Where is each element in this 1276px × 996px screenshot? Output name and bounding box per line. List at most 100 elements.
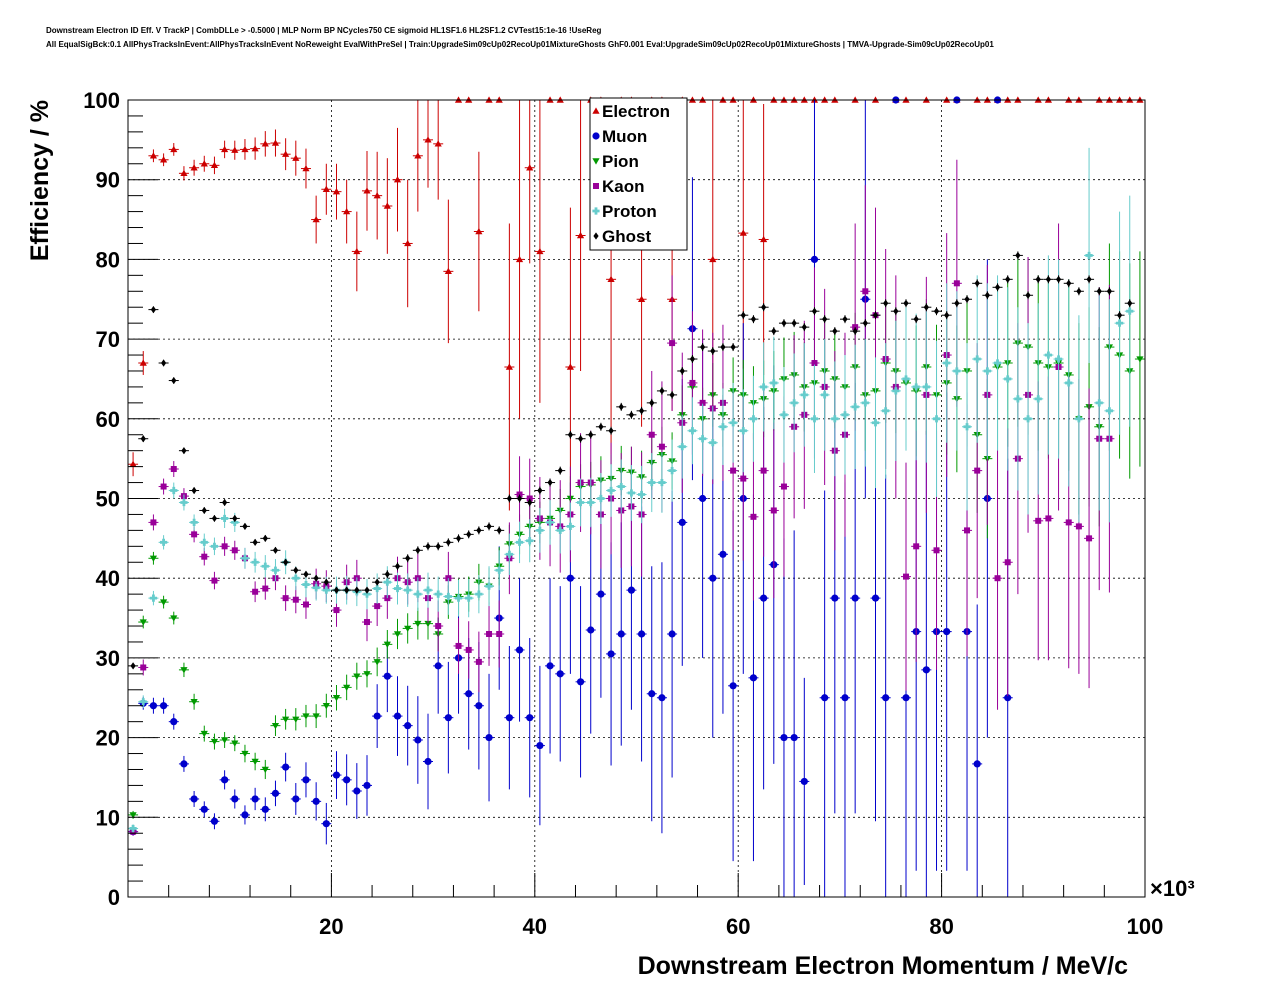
ghost-marker xyxy=(700,343,706,351)
kaon-marker xyxy=(150,519,157,526)
muon-point xyxy=(199,801,210,818)
ghost-point xyxy=(128,662,139,670)
proton-marker xyxy=(271,566,280,574)
muon-marker xyxy=(973,760,981,768)
ghost-marker xyxy=(313,574,319,582)
kaon-marker xyxy=(435,623,442,630)
kaon-marker xyxy=(231,547,238,554)
ghost-marker xyxy=(781,319,787,327)
ghost-point xyxy=(748,315,759,324)
muon-point xyxy=(341,754,352,806)
electron-point xyxy=(300,148,311,189)
proton-point xyxy=(219,508,230,528)
muon-point xyxy=(545,578,556,754)
electron-marker xyxy=(576,231,585,239)
electron-point xyxy=(250,137,261,160)
ghost-point xyxy=(1073,287,1084,296)
muon-marker xyxy=(302,776,310,784)
electron-marker xyxy=(322,185,330,192)
ghost-point xyxy=(260,534,271,542)
ghost-marker xyxy=(232,514,238,523)
kaon-marker xyxy=(374,603,381,610)
proton-point xyxy=(717,388,728,466)
legend-label-electron: Electron xyxy=(602,102,670,121)
electron-point xyxy=(534,100,545,403)
electron-marker xyxy=(709,255,717,263)
muon-marker xyxy=(922,666,930,674)
proton-marker xyxy=(678,443,686,451)
ghost-point xyxy=(1063,279,1074,288)
muon-point xyxy=(178,755,189,772)
pion-point xyxy=(300,704,311,728)
ghost-point xyxy=(209,514,220,523)
proton-marker xyxy=(393,584,402,593)
ghost-marker xyxy=(222,498,228,507)
muon-marker xyxy=(780,734,788,742)
pion-point xyxy=(168,611,179,625)
ghost-marker xyxy=(333,586,340,594)
ghost-point xyxy=(901,299,912,308)
muon-point xyxy=(789,530,800,897)
proton-marker xyxy=(454,594,463,602)
ghost-point xyxy=(778,319,789,328)
proton-point xyxy=(158,535,169,550)
proton-marker xyxy=(922,383,930,391)
pion-marker xyxy=(159,599,168,606)
muon-marker xyxy=(821,694,829,702)
pion-point xyxy=(138,615,149,629)
electron-marker xyxy=(180,169,188,177)
proton-point xyxy=(870,357,881,489)
kaon-marker xyxy=(658,443,665,450)
legend-marker-muon xyxy=(592,132,600,140)
electron-point xyxy=(341,179,352,244)
pion-marker xyxy=(210,738,219,746)
ghost-point xyxy=(789,319,800,328)
ghost-marker xyxy=(1055,275,1062,283)
proton-marker xyxy=(1105,407,1114,415)
electron-marker xyxy=(739,229,747,236)
proton-marker xyxy=(892,387,900,395)
proton-marker xyxy=(251,558,259,566)
ghost-marker xyxy=(303,570,309,578)
ghost-marker xyxy=(913,315,919,323)
pion-marker xyxy=(414,620,422,628)
pion-marker xyxy=(312,713,320,720)
electron-point xyxy=(402,179,413,308)
pion-point xyxy=(280,708,291,730)
muon-marker xyxy=(312,797,320,805)
muon-point xyxy=(728,510,739,862)
pion-marker xyxy=(424,620,432,628)
ghost-point xyxy=(860,319,871,328)
proton-point xyxy=(555,507,566,554)
pion-point xyxy=(351,662,362,690)
pion-point xyxy=(1134,251,1145,467)
electron-point xyxy=(351,211,362,292)
proton-point xyxy=(189,514,200,531)
proton-point xyxy=(392,572,403,605)
electron-point xyxy=(178,166,189,181)
proton-point xyxy=(1012,307,1023,491)
proton-marker xyxy=(475,590,483,598)
muon-point xyxy=(361,755,372,816)
proton-marker xyxy=(515,538,524,546)
muon-point xyxy=(260,797,271,822)
ghost-point xyxy=(1053,275,1064,284)
muon-point xyxy=(229,789,240,809)
muon-marker xyxy=(221,776,229,784)
muon-marker xyxy=(343,776,351,784)
muon-marker xyxy=(515,646,524,654)
legend-marker-electron xyxy=(592,107,600,114)
muon-marker xyxy=(760,594,768,602)
ghost-point xyxy=(728,343,739,352)
proton-marker xyxy=(943,359,951,367)
proton-point xyxy=(463,578,474,618)
ghost-point xyxy=(494,526,505,535)
kaon-marker xyxy=(1075,523,1082,530)
muon-marker xyxy=(800,777,808,786)
ghost-marker xyxy=(191,486,197,495)
ghost-point xyxy=(1124,299,1135,308)
electron-point xyxy=(321,163,332,215)
proton-point xyxy=(748,375,759,462)
proton-point xyxy=(412,577,423,611)
ghost-marker xyxy=(374,578,380,586)
